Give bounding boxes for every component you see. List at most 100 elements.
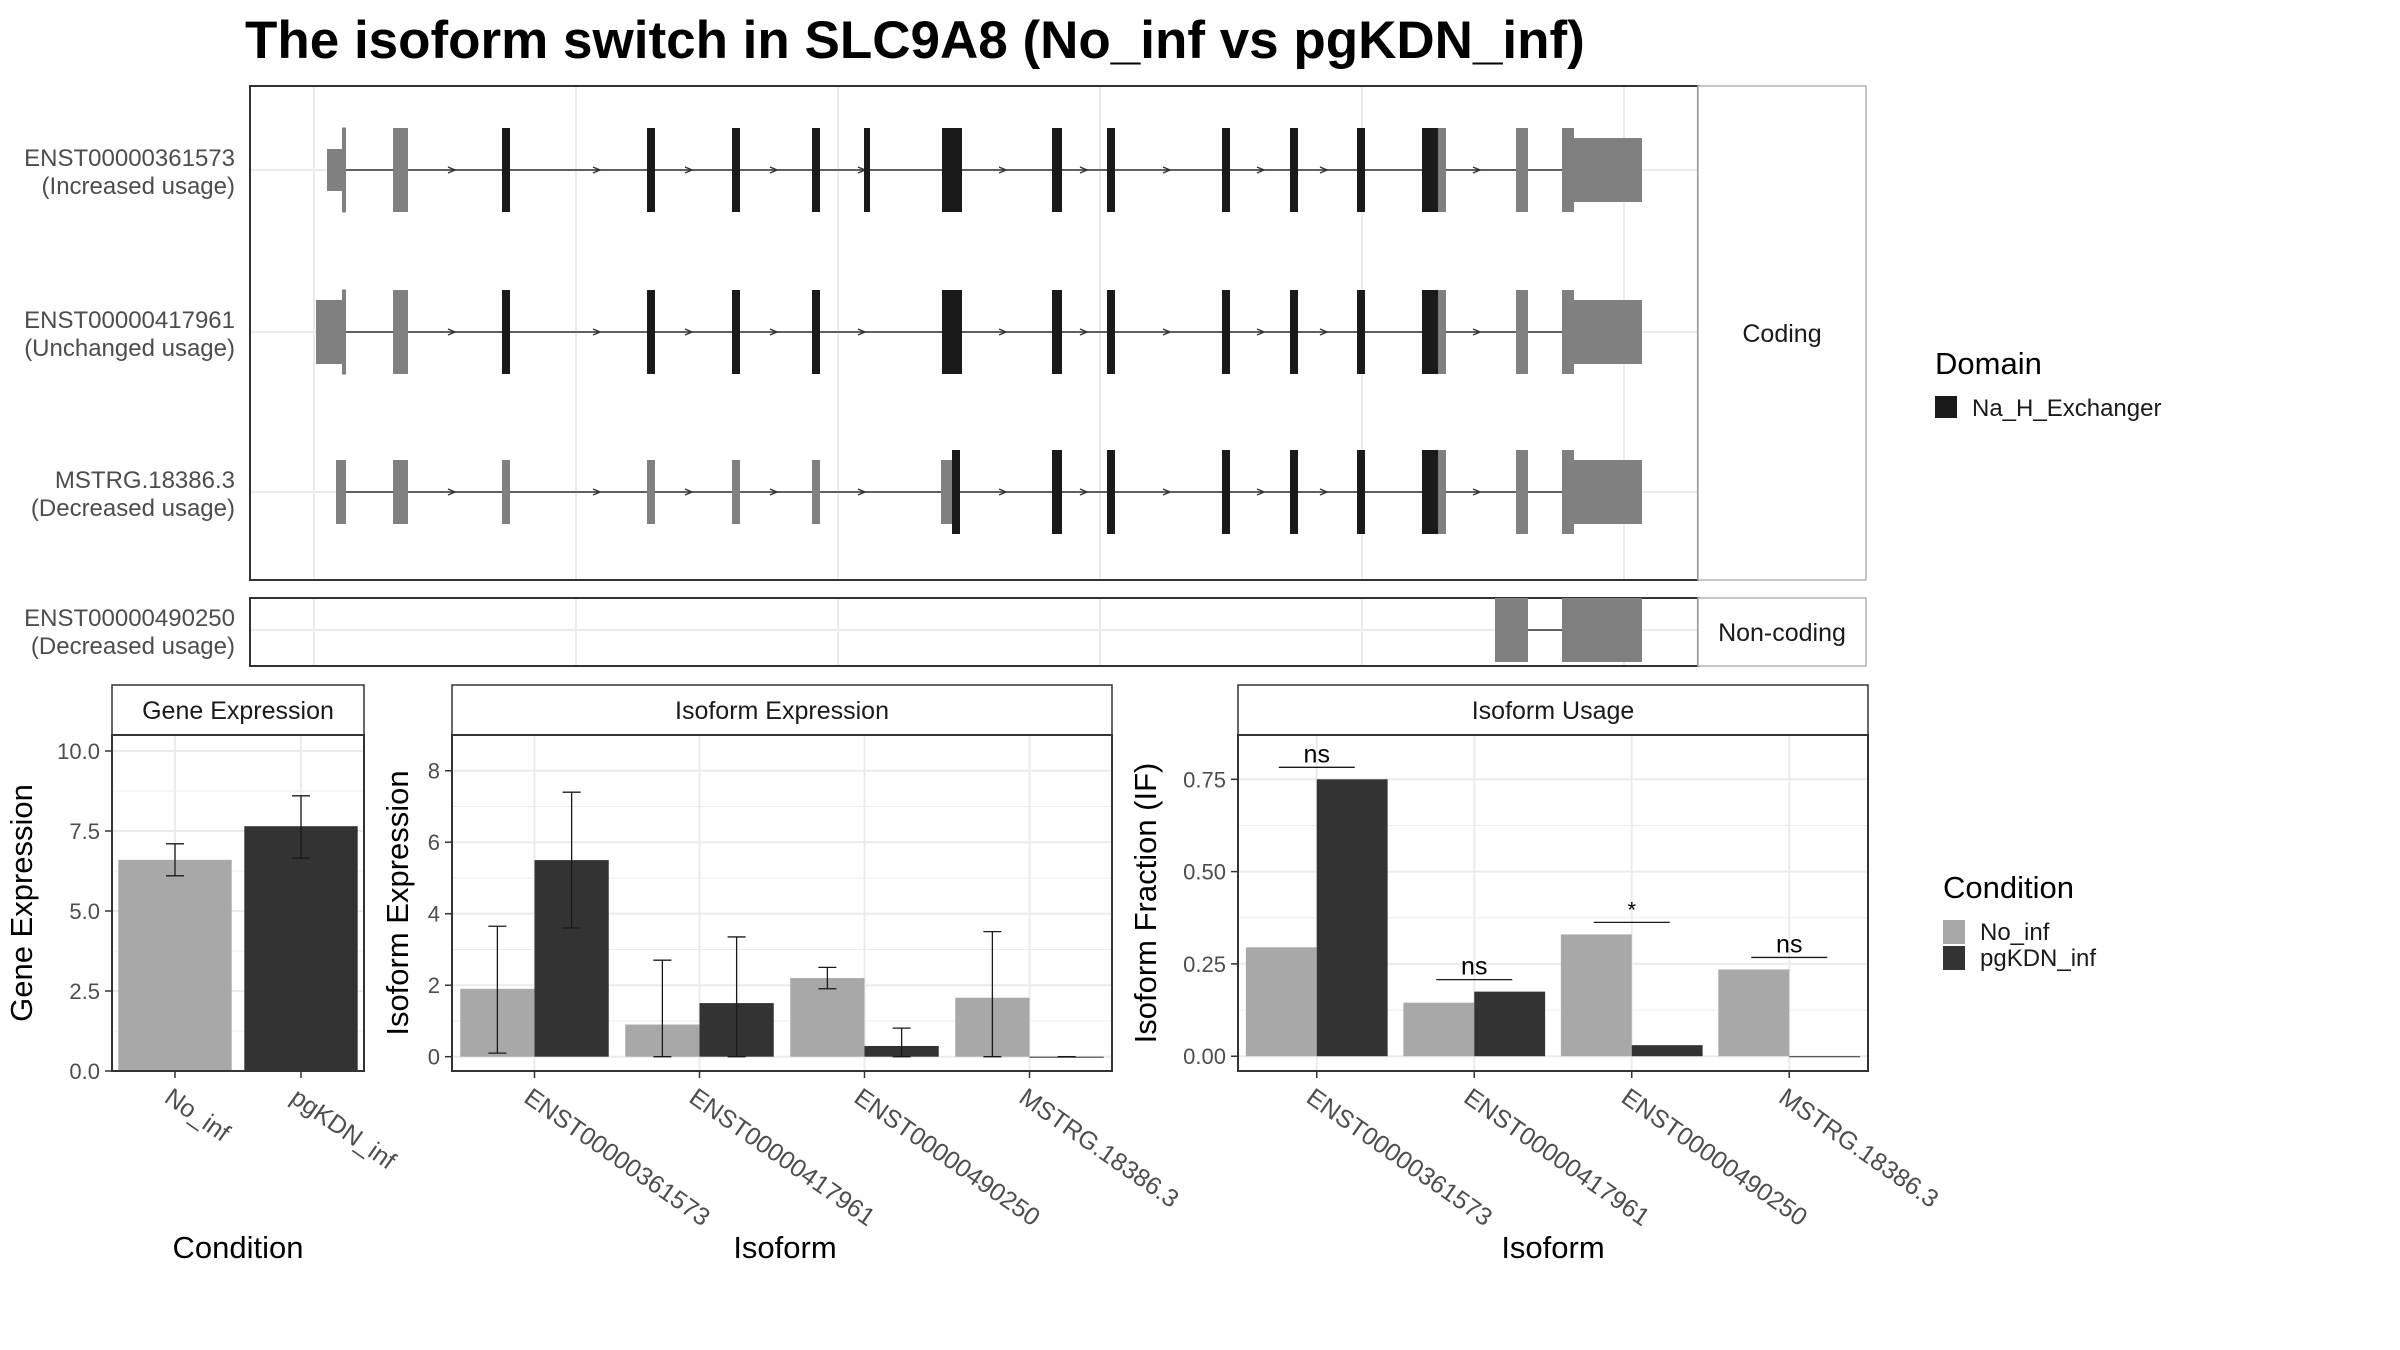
exon: [1516, 450, 1528, 534]
exon: [342, 289, 346, 375]
exon: [812, 460, 820, 524]
y-tick-label: 0.0: [69, 1059, 100, 1084]
isoform-id-label: MSTRG.18386.3: [55, 467, 235, 494]
strand-arrow: [998, 328, 1008, 336]
x-axis-label: Isoform: [733, 1230, 836, 1265]
isoform-usage-label: (Decreased usage): [31, 495, 235, 522]
chart-panel-border: [111, 734, 365, 1072]
exon: [1422, 128, 1438, 212]
strand-arrow: [1319, 166, 1329, 174]
bar: [790, 978, 865, 1057]
chart-title: Isoform Expression: [675, 697, 889, 725]
exon: [502, 128, 510, 212]
exon: [1562, 598, 1642, 662]
strand-arrow: [998, 166, 1008, 174]
x-axis-label: Condition: [173, 1230, 304, 1265]
exon: [1052, 128, 1062, 212]
exon: [1052, 450, 1062, 534]
strand-arrow: [1256, 166, 1266, 174]
strand-arrow: [684, 328, 694, 336]
chart-2: Isoform Expression02468ENST00000361573EN…: [380, 684, 1184, 1265]
exon: [342, 127, 346, 213]
exon: [1357, 450, 1365, 534]
exon: [812, 290, 820, 374]
y-tick-label: 0.75: [1183, 767, 1226, 792]
exon: [1107, 290, 1115, 374]
bar: [1631, 1045, 1703, 1057]
y-tick-label: 4: [428, 902, 440, 927]
strand-arrow: [1162, 328, 1172, 336]
strand-arrow: [857, 328, 867, 336]
domain-legend-swatch: [1935, 396, 1957, 418]
exon: [1222, 450, 1230, 534]
y-tick-label: 10.0: [57, 739, 100, 764]
bar: [244, 826, 358, 1071]
significance-label: ns: [1461, 953, 1487, 981]
isoform-usage-label: (Unchanged usage): [24, 335, 235, 362]
strand-arrow: [1472, 488, 1482, 496]
strand-arrow: [1256, 488, 1266, 496]
domain-legend-label: Na_H_Exchanger: [1972, 395, 2161, 422]
exon: [952, 450, 960, 534]
exon: [732, 290, 740, 374]
strand-arrow: [447, 166, 457, 174]
isoform-id-label: ENST00000490250: [24, 605, 235, 632]
y-axis-label: Gene Expression: [4, 784, 39, 1022]
exon: [1422, 290, 1438, 374]
chart-3: Isoform Usagensns*ns0.000.250.500.75ENST…: [1128, 684, 1944, 1265]
strand-arrow: [592, 328, 602, 336]
exon: [647, 460, 655, 524]
exon: [1438, 450, 1446, 534]
bar: [1245, 947, 1317, 1057]
x-tick-label: pgKDN_inf: [286, 1083, 401, 1175]
strand-arrow: [684, 166, 694, 174]
strand-arrow: [592, 488, 602, 496]
exon: [732, 460, 740, 524]
exon: [1290, 450, 1298, 534]
bar: [1474, 991, 1546, 1057]
exon: [1574, 300, 1642, 364]
condition-legend-swatch: [1943, 946, 1965, 970]
strand-arrow: [1319, 488, 1329, 496]
y-tick-label: 5.0: [69, 899, 100, 924]
y-tick-label: 7.5: [69, 819, 100, 844]
exon: [336, 460, 346, 524]
bar: [1316, 779, 1388, 1057]
exon: [812, 128, 820, 212]
figure-title: The isoform switch in SLC9A8 (No_inf vs …: [245, 11, 1585, 70]
exon: [1516, 290, 1528, 374]
strand-arrow: [684, 488, 694, 496]
strand-arrow: [447, 328, 457, 336]
exon: [1107, 128, 1115, 212]
exon: [1422, 450, 1438, 534]
exon: [941, 460, 952, 524]
y-axis-label: Isoform Fraction (IF): [1128, 763, 1163, 1044]
exon: [393, 460, 408, 524]
domain-legend: Domain Na_H_Exchanger: [1935, 346, 2161, 422]
exon: [1562, 450, 1574, 534]
chart-strip: [451, 684, 1113, 736]
strand-arrow: [857, 488, 867, 496]
exon: [1222, 128, 1230, 212]
exon: [402, 290, 408, 374]
significance-label: ns: [1776, 930, 1802, 958]
y-tick-label: 0.50: [1183, 860, 1226, 885]
strand-arrow: [1079, 488, 1089, 496]
chart-1: Gene Expression 0.0 2.5 5.0 7.5 10.0 No_inf pgK…: [4, 684, 401, 1265]
strand-arrow: [769, 166, 779, 174]
facet-strip: [1697, 597, 1867, 667]
exon: [1562, 128, 1574, 212]
strand-arrow: [1472, 166, 1482, 174]
exon: [1438, 128, 1446, 212]
y-tick-label: 0.00: [1183, 1044, 1226, 1069]
x-tick-label: MSTRG.18386.3: [1774, 1083, 1944, 1214]
exon: [1107, 450, 1115, 534]
exon: [1222, 290, 1230, 374]
bar: [1403, 1002, 1475, 1057]
isoform-id-label: ENST00000417961: [24, 307, 235, 334]
strand-arrow: [1472, 328, 1482, 336]
x-axis-label: Isoform: [1501, 1230, 1604, 1265]
condition-legend-label: pgKDN_inf: [1980, 945, 2096, 972]
exon: [1290, 290, 1298, 374]
